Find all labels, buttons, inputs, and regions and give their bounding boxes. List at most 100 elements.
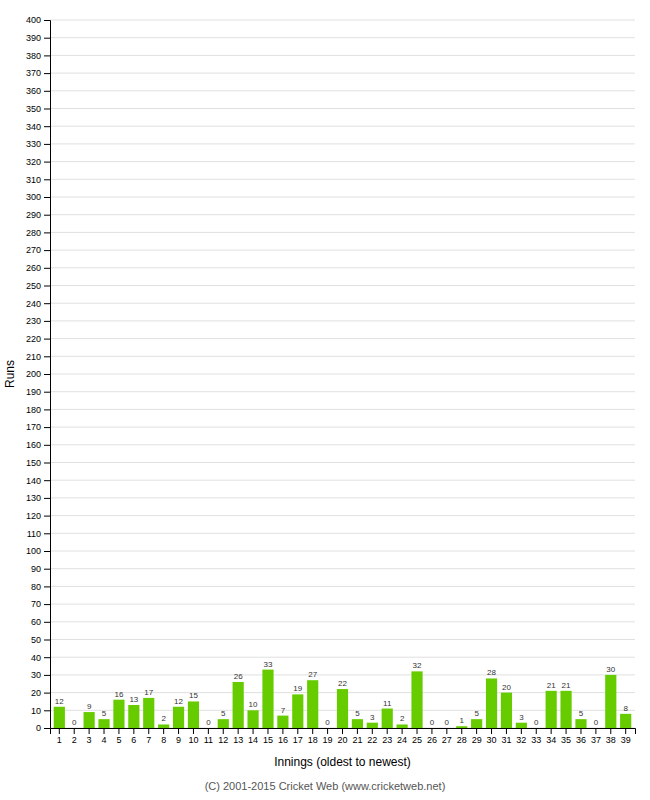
x-tick-label: 39 xyxy=(621,735,631,745)
x-tick-mark xyxy=(387,728,388,734)
x-tick-label: 10 xyxy=(188,735,198,745)
x-tick: 33 xyxy=(531,728,541,745)
x-tick: 25 xyxy=(412,728,422,745)
x-tick-mark xyxy=(342,728,343,734)
x-tick-label: 34 xyxy=(546,735,556,745)
y-tick: 100 xyxy=(26,546,50,556)
y-tick-label: 140 xyxy=(26,476,41,486)
y-tick: 30 xyxy=(31,670,50,680)
y-tick-label: 310 xyxy=(26,175,41,185)
y-tick-label: 100 xyxy=(26,546,41,556)
y-tick-mark xyxy=(44,356,50,357)
bar xyxy=(307,680,318,728)
grid-line xyxy=(50,657,635,658)
x-axis: 1234567891011121314151617181920212223242… xyxy=(51,728,636,745)
grid-line xyxy=(50,126,635,127)
y-tick-label: 130 xyxy=(26,493,41,503)
x-tick-label: 26 xyxy=(427,735,437,745)
x-tick-mark xyxy=(74,728,75,734)
data-label: 12 xyxy=(174,697,183,706)
bar xyxy=(128,705,139,728)
x-tick-mark xyxy=(208,728,209,734)
x-tick-label: 20 xyxy=(337,735,347,745)
y-tick: 200 xyxy=(26,369,50,379)
y-tick-mark xyxy=(44,551,50,552)
grid-line xyxy=(50,108,635,109)
bar xyxy=(203,728,214,729)
y-tick: 170 xyxy=(26,422,50,432)
x-tick-label: 2 xyxy=(72,735,77,745)
x-tick-mark xyxy=(476,728,477,734)
grid-line xyxy=(50,37,635,38)
y-tick-label: 240 xyxy=(26,299,41,309)
grid-line xyxy=(50,515,635,516)
x-tick-mark xyxy=(461,728,462,734)
grid-line xyxy=(50,674,635,675)
x-tick-label: 25 xyxy=(412,735,422,745)
y-tick-mark xyxy=(44,286,50,287)
grid-line xyxy=(50,232,635,233)
data-label: 5 xyxy=(102,709,107,718)
grid xyxy=(50,20,635,728)
x-tick-mark xyxy=(610,728,611,734)
grid-line xyxy=(50,604,635,605)
x-tick-label: 21 xyxy=(352,735,362,745)
x-tick-mark xyxy=(193,728,194,734)
grid-line xyxy=(50,197,635,198)
x-tick-mark xyxy=(178,728,179,734)
y-tick: 260 xyxy=(26,263,50,273)
data-labels: 1209516131721215052610337192702253112320… xyxy=(55,660,629,727)
grid-line xyxy=(50,427,635,428)
y-tick-mark xyxy=(44,38,50,39)
y-axis: 0102030405060708090100110120130140150160… xyxy=(26,15,51,733)
x-tick-mark xyxy=(267,728,268,734)
x-tick: 15 xyxy=(263,728,273,745)
x-tick: 26 xyxy=(427,728,437,745)
x-tick-label: 7 xyxy=(146,735,151,745)
x-tick: 7 xyxy=(146,728,151,745)
y-tick-label: 60 xyxy=(31,617,41,627)
y-tick-mark xyxy=(44,73,50,74)
x-tick-mark xyxy=(223,728,224,734)
x-tick-mark xyxy=(536,728,537,734)
x-tick-label: 11 xyxy=(204,735,213,745)
x-tick-mark xyxy=(491,728,492,734)
data-label: 0 xyxy=(430,718,435,727)
y-tick-label: 390 xyxy=(26,33,41,43)
x-tick-mark xyxy=(446,728,447,734)
grid-line xyxy=(50,374,635,375)
x-tick: 11 xyxy=(204,728,213,745)
bar xyxy=(233,682,244,728)
x-tick-label: 4 xyxy=(102,735,107,745)
bar xyxy=(397,724,408,728)
x-tick: 9 xyxy=(176,728,181,745)
x-tick: 12 xyxy=(218,728,228,745)
y-tick-mark xyxy=(44,268,50,269)
y-tick-mark xyxy=(44,445,50,446)
x-tick-mark xyxy=(580,728,581,734)
data-label: 7 xyxy=(281,706,286,715)
y-tick-label: 0 xyxy=(36,723,41,733)
y-tick: 270 xyxy=(26,245,50,255)
y-tick-label: 230 xyxy=(26,316,41,326)
grid-line xyxy=(50,214,635,215)
y-tick: 350 xyxy=(26,104,50,114)
y-tick-mark xyxy=(44,693,50,694)
bar xyxy=(247,710,258,728)
x-tick: 1 xyxy=(57,728,62,745)
x-tick-mark xyxy=(372,728,373,734)
x-tick: 14 xyxy=(248,728,258,745)
y-tick-mark xyxy=(44,586,50,587)
y-tick-mark xyxy=(44,675,50,676)
y-tick-label: 250 xyxy=(26,281,41,291)
x-tick-mark xyxy=(89,728,90,734)
y-tick: 40 xyxy=(31,653,50,663)
y-tick: 50 xyxy=(31,635,50,645)
y-tick-mark xyxy=(44,409,50,410)
data-label: 22 xyxy=(338,679,347,688)
x-tick: 17 xyxy=(293,728,303,745)
x-tick: 3 xyxy=(87,728,92,745)
bar xyxy=(322,728,333,729)
x-tick-label: 27 xyxy=(442,735,452,745)
data-label: 8 xyxy=(623,704,628,713)
